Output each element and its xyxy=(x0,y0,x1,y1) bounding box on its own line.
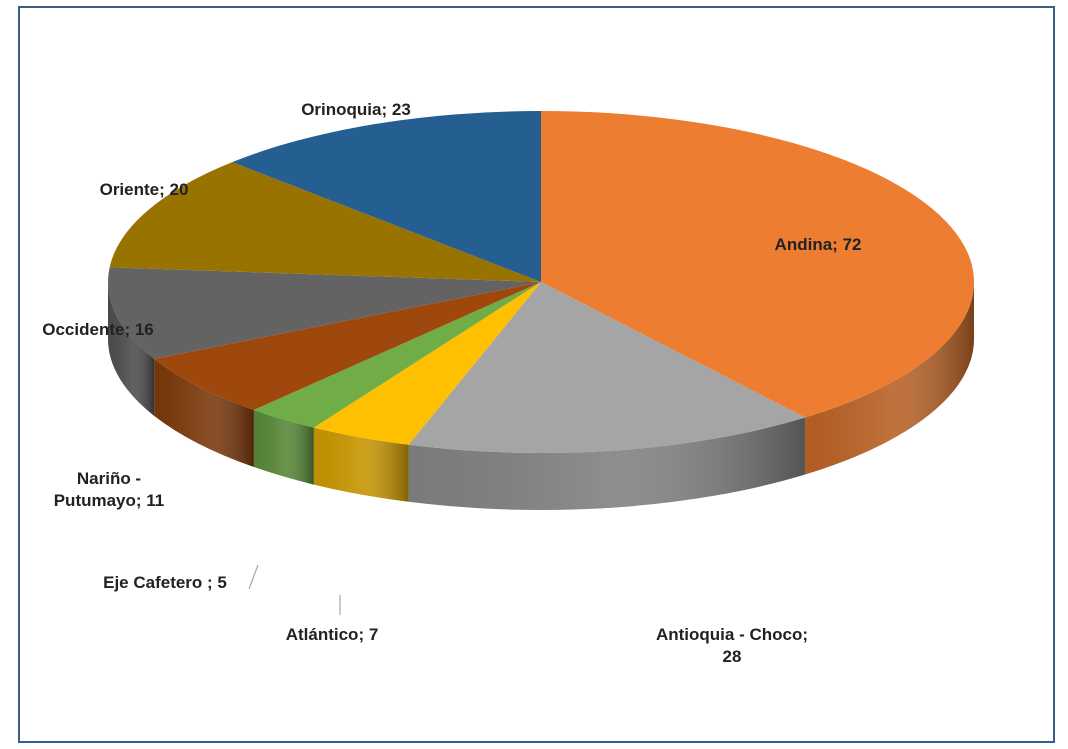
data-label-orinoquia: Orinoquia; 23 xyxy=(301,100,411,119)
side-shade-andina xyxy=(805,282,974,475)
data-labels: Andina; 72 Antioquia - Choco; 28 Atlántico;… xyxy=(42,100,861,666)
leader-line-eje-cafetero xyxy=(248,564,259,590)
data-label-eje-cafetero: Eje Cafetero ; 5 xyxy=(103,573,227,592)
side-shade-antioquia-choco xyxy=(408,417,806,510)
data-label-oriente: Oriente; 20 xyxy=(100,180,189,199)
side-shade-eje-cafetero xyxy=(253,409,314,485)
slice-eje-cafetero xyxy=(253,282,541,428)
pie-top xyxy=(107,111,974,453)
data-label-antioquia-choco: Antioquia - Choco; 28 xyxy=(656,625,808,666)
slice-antioquia-choco xyxy=(408,282,806,453)
slice-atlantico xyxy=(313,282,541,445)
side-shade-occidente xyxy=(108,282,155,416)
pie-sides xyxy=(108,282,974,510)
slice-oriente xyxy=(109,162,542,282)
data-label-andina: Andina; 72 xyxy=(775,235,862,254)
data-label-narino-putumayo: Nariño -Putumayo; 11 xyxy=(54,469,165,510)
side-shade-atlantico xyxy=(313,427,409,502)
data-label-occidente: Occidente; 16 xyxy=(42,320,154,339)
slice-andina xyxy=(541,111,974,418)
slice-occidente xyxy=(107,267,541,359)
data-label-atlantico: Atlántico; 7 xyxy=(286,625,379,644)
slice-orinoquia xyxy=(232,111,542,282)
leader-lines xyxy=(248,564,341,615)
slice-narino-putumayo xyxy=(154,282,541,410)
side-shade-narino-putumayo xyxy=(154,358,254,467)
